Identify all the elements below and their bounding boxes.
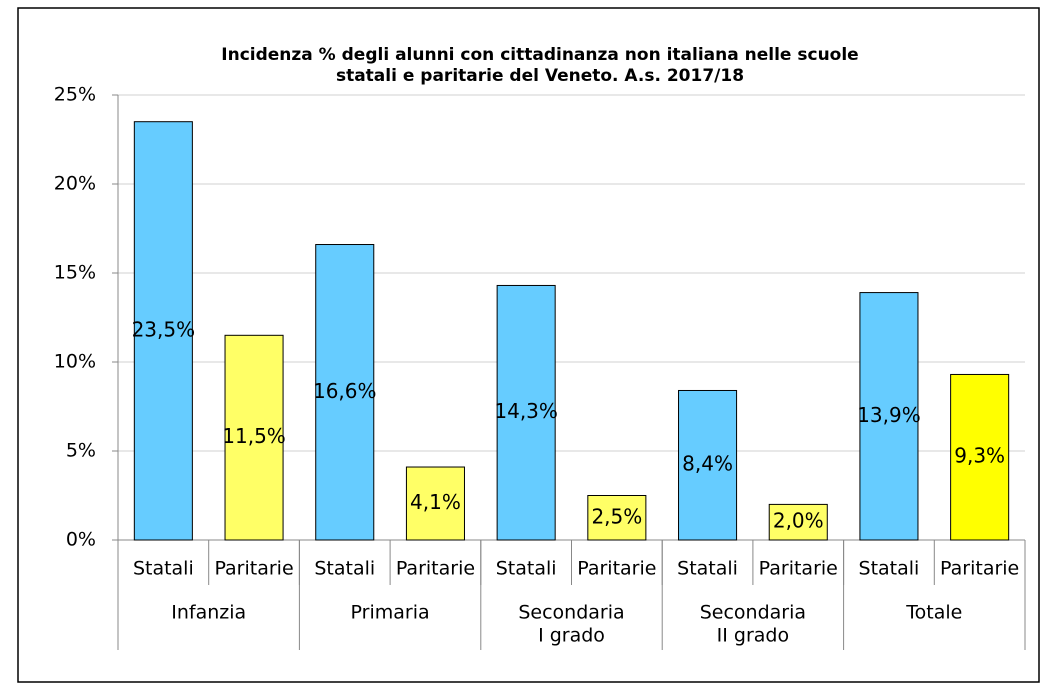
y-tick-label: 20% (54, 173, 96, 195)
x-tick-label: Paritarie (577, 558, 656, 580)
x-tick-label: Paritarie (940, 558, 1019, 580)
bar (133, 121, 193, 541)
x-tick-label: Paritarie (396, 558, 475, 580)
data-label: 8,4% (682, 452, 733, 476)
group-label: Primaria (351, 602, 430, 624)
data-label: 9,3% (954, 444, 1005, 468)
y-tick-label: 10% (54, 351, 96, 373)
data-label: 2,0% (773, 509, 824, 533)
bar (768, 503, 828, 541)
group-label: II grado (717, 625, 789, 647)
bar (315, 244, 375, 541)
data-label: 2,5% (591, 504, 642, 528)
y-tick-label: 0% (66, 529, 96, 551)
x-tick-label: Statali (314, 558, 375, 580)
x-tick-label: Statali (133, 558, 194, 580)
group-label: I grado (538, 625, 605, 647)
bar (950, 373, 1010, 541)
bar (859, 292, 919, 541)
bar (405, 466, 465, 541)
x-tick-label: Statali (859, 558, 920, 580)
bar (678, 389, 738, 541)
data-label: 14,3% (494, 399, 558, 423)
data-label: 13,9% (857, 403, 921, 427)
x-tick-label: Paritarie (759, 558, 838, 580)
data-label: 4,1% (410, 490, 461, 514)
group-label: Secondaria (518, 602, 624, 624)
bar (496, 284, 556, 541)
bar (587, 495, 647, 541)
chart-title: statali e paritarie del Veneto. A.s. 201… (336, 66, 744, 86)
x-tick-label: Statali (496, 558, 557, 580)
y-tick-label: 5% (66, 440, 96, 462)
data-label: 16,6% (313, 379, 377, 403)
x-tick-label: Statali (677, 558, 738, 580)
x-tick-label: Paritarie (214, 558, 293, 580)
group-label: Infanzia (171, 602, 246, 624)
data-label: 11,5% (222, 424, 286, 448)
group-label: Secondaria (700, 602, 806, 624)
chart-title: Incidenza % degli alunni con cittadinanz… (221, 45, 858, 65)
bar (224, 334, 284, 541)
y-tick-label: 25% (54, 84, 96, 106)
y-tick-label: 15% (54, 262, 96, 284)
group-label: Totale (905, 602, 962, 624)
data-label: 23,5% (132, 317, 196, 341)
